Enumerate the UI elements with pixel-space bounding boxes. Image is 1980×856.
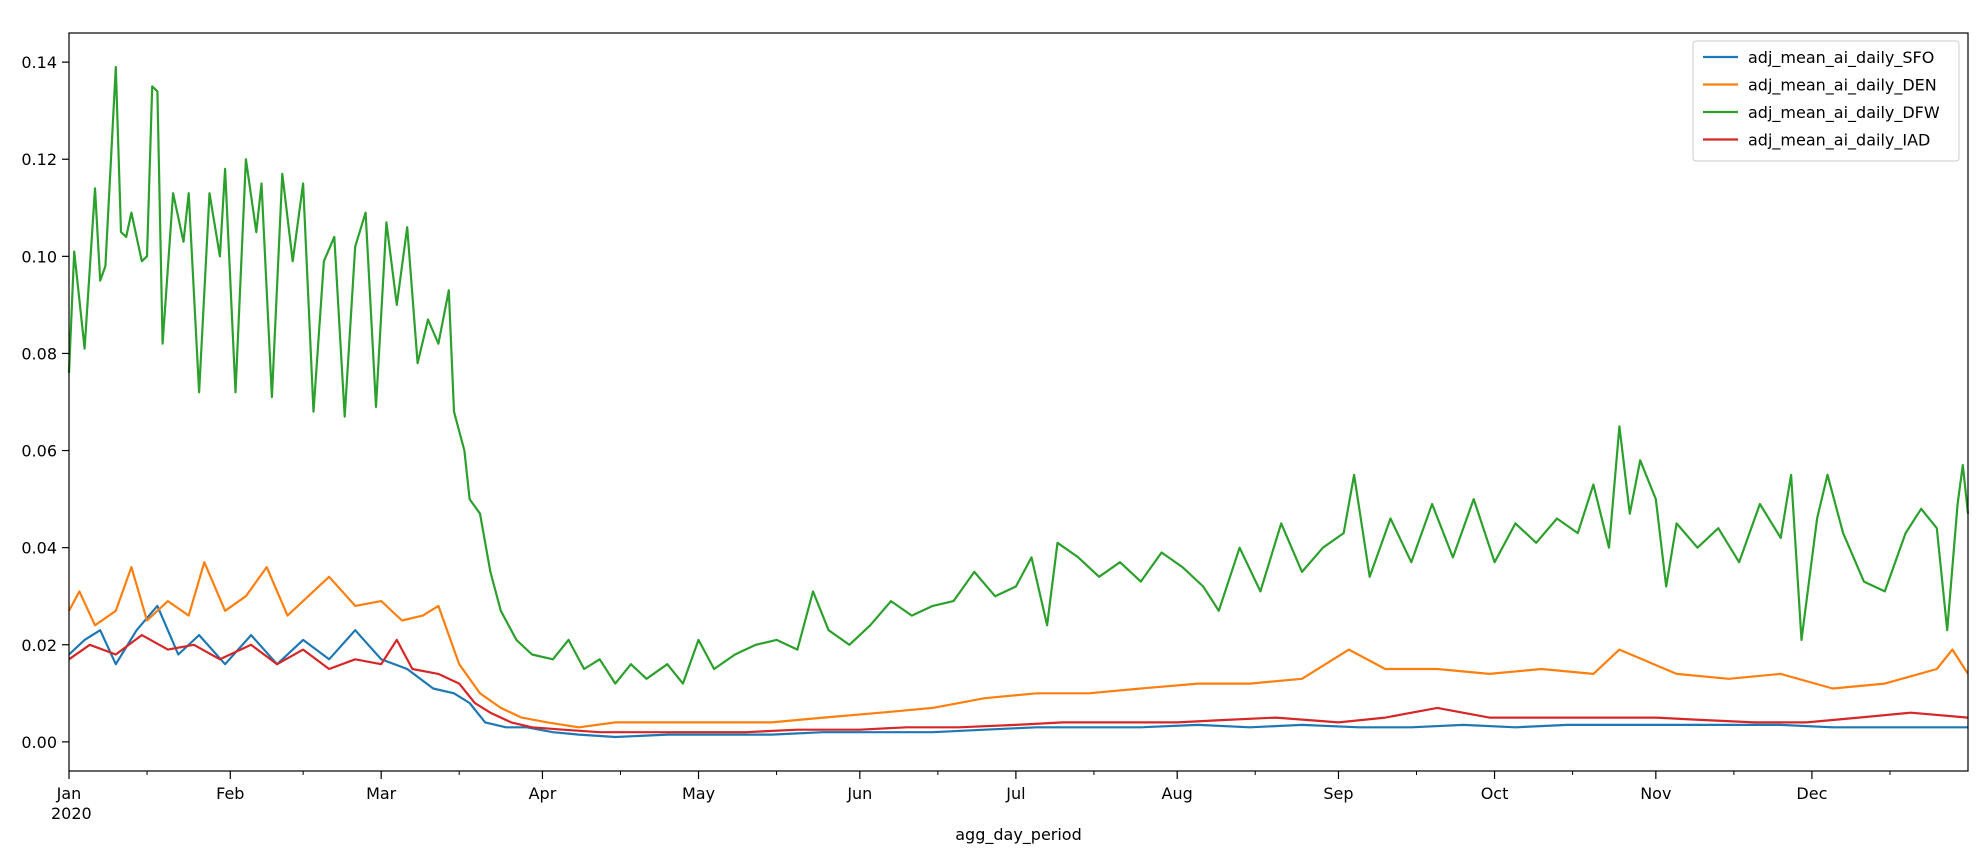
x-tick-label: Sep — [1323, 784, 1353, 803]
y-tick-label: 0.10 — [21, 247, 57, 266]
x-tick-label: Oct — [1481, 784, 1509, 803]
series-line-dfw — [67, 65, 1970, 685]
y-axis: 0.00 0.02 0.04 0.06 0.08 0.10 0.12 0.14 — [21, 53, 69, 752]
x-tick-label: Aug — [1162, 784, 1193, 803]
legend-label: adj_mean_ai_daily_SFO — [1748, 48, 1934, 68]
x-tick-label: Jun — [846, 784, 872, 803]
series-line-den — [68, 561, 1969, 729]
legend-label: adj_mean_ai_daily_DFW — [1748, 103, 1940, 123]
x-tick-label: Jan — [56, 784, 82, 803]
series-line-sfo — [68, 604, 1968, 739]
y-tick-label: 0.12 — [21, 150, 57, 169]
x-tick-label: Apr — [529, 784, 557, 803]
x-year-label: 2020 — [51, 804, 92, 823]
y-tick-label: 0.04 — [21, 539, 57, 558]
y-tick-label: 0.14 — [21, 53, 57, 72]
x-tick-label: Feb — [216, 784, 244, 803]
legend-label: adj_mean_ai_daily_DEN — [1748, 76, 1937, 96]
legend-box — [1692, 40, 1960, 162]
plot-lines — [67, 65, 1970, 739]
y-tick-label: 0.06 — [21, 442, 57, 461]
legend-items: adj_mean_ai_daily_SFO adj_mean_ai_daily_D… — [1703, 48, 1940, 151]
x-tick-label: May — [682, 784, 715, 803]
plot-frame — [68, 32, 1969, 772]
legend-label: adj_mean_ai_daily_IAD — [1748, 131, 1930, 151]
x-tick-label: Nov — [1640, 784, 1671, 803]
x-axis-label: agg_day_period — [955, 825, 1082, 845]
y-tick-label: 0.08 — [21, 344, 57, 363]
x-tick-label: Dec — [1796, 784, 1827, 803]
series-line-iad — [68, 634, 1969, 734]
y-tick-label: 0.00 — [21, 733, 57, 752]
x-axis: Jan Feb Mar Apr May Jun Jul Aug Sep Oct Nov Dec — [56, 771, 1891, 803]
y-tick-label: 0.02 — [21, 636, 57, 655]
x-tick-label: Mar — [366, 784, 397, 803]
legend: adj_mean_ai_daily_SFO adj_mean_ai_daily_D… — [1692, 40, 1960, 162]
x-tick-label: Jul — [1005, 784, 1025, 803]
